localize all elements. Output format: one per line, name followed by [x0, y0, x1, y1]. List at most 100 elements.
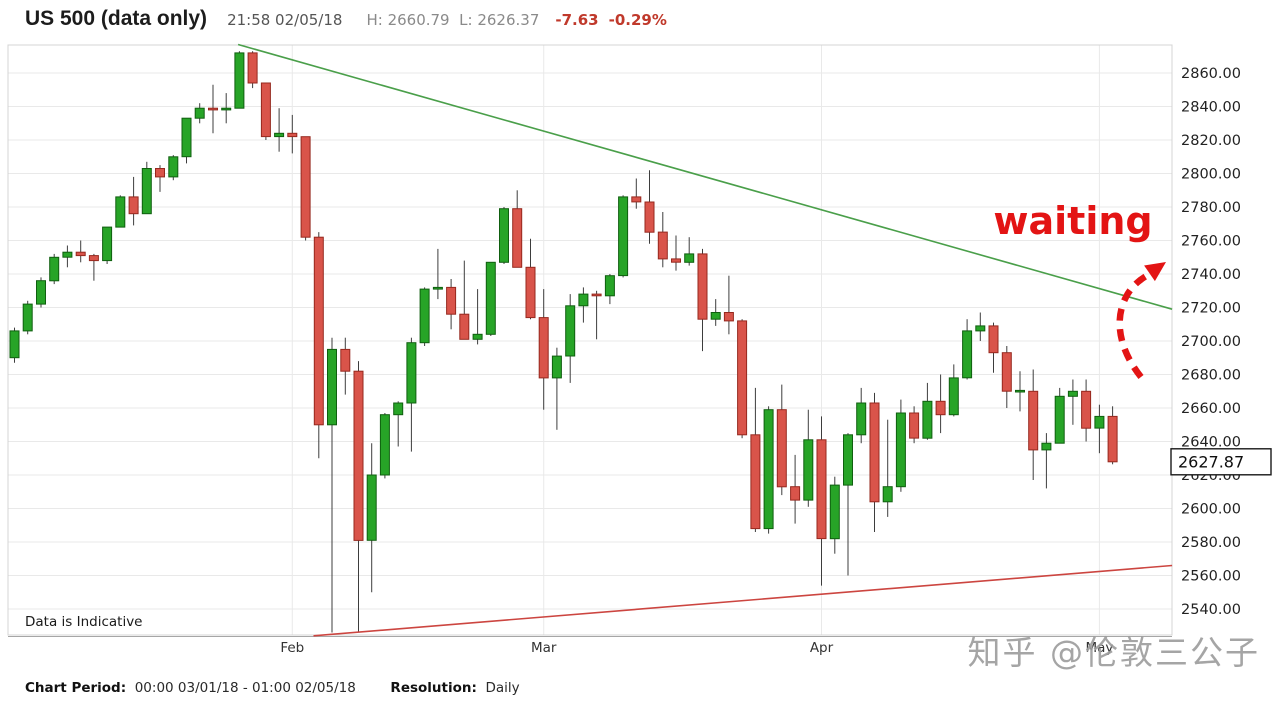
y-axis-tick: 2820.00	[1181, 133, 1241, 149]
candle-body	[737, 320, 748, 436]
change-percent: -0.29%	[608, 11, 667, 29]
x-axis-tick: Mar	[531, 640, 557, 656]
y-axis-tick: 2600.00	[1181, 502, 1241, 518]
y-axis-tick: 2760.00	[1181, 234, 1241, 250]
candle-body	[353, 370, 364, 541]
candle-body	[366, 474, 377, 541]
candle-body	[419, 288, 430, 344]
candle-body	[300, 136, 311, 238]
candle-body	[684, 253, 695, 263]
candle-body	[604, 275, 615, 297]
chart-period-label: Chart Period:	[25, 680, 127, 696]
candle-body	[948, 377, 959, 416]
candle-body	[313, 236, 324, 426]
candles-layer	[9, 51, 1118, 633]
arrow-head	[1144, 262, 1166, 282]
candle-body	[141, 168, 152, 215]
candle-body	[790, 486, 801, 501]
candle-body	[446, 286, 457, 315]
trendline-descending-resistance	[237, 43, 1173, 310]
x-axis-tick: Apr	[810, 640, 834, 656]
indicative-note: Data is Indicative	[25, 614, 143, 630]
candle-body	[499, 208, 509, 263]
y-axis-tick: 2800.00	[1181, 167, 1241, 183]
candle-body	[1081, 390, 1092, 429]
candle-body	[988, 325, 999, 354]
y-axis-tick: 2580.00	[1181, 535, 1241, 551]
candle-body	[36, 280, 46, 305]
candle-body	[221, 107, 232, 111]
candle-body	[776, 409, 787, 488]
candle-body	[578, 293, 589, 307]
waiting-annotation: waiting	[993, 199, 1152, 243]
y-axis-tick: 2540.00	[1181, 602, 1241, 618]
candle-body	[472, 333, 483, 340]
chart-period-value: 00:00 03/01/18 - 01:00 02/05/18	[134, 680, 356, 696]
chart-footer: Chart Period: 00:00 03/01/18 - 01:00 02/…	[25, 680, 520, 696]
y-axis-tick: 2780.00	[1181, 200, 1241, 216]
candle-body	[75, 251, 86, 257]
candle-body	[856, 402, 867, 436]
price-change: -7.63 -0.29%	[555, 11, 677, 29]
candle-body	[485, 261, 496, 335]
candle-body	[379, 414, 390, 476]
x-axis-tick: May	[1085, 640, 1113, 656]
candle-body	[393, 402, 404, 416]
candle-body	[657, 231, 668, 260]
current-price-label: 2627.87	[1178, 452, 1244, 471]
candle-body	[512, 208, 523, 268]
candle-body	[671, 258, 681, 263]
candle-body	[1094, 415, 1105, 429]
resolution-label: Resolution:	[390, 680, 477, 696]
y-axis-tick: 2840.00	[1181, 100, 1241, 116]
candle-body	[340, 348, 351, 372]
candle-body	[1054, 395, 1065, 444]
y-axis-tick: 2720.00	[1181, 301, 1241, 317]
candle-body	[935, 400, 946, 416]
candle-body	[88, 255, 99, 262]
candle-body	[551, 355, 562, 379]
candle-body	[962, 330, 973, 379]
candle-body	[882, 486, 893, 503]
candle-body	[168, 156, 179, 178]
candle-body	[538, 317, 549, 379]
trendline-ascending-support	[313, 564, 1173, 637]
candle-body	[710, 312, 721, 320]
candle-body	[1067, 390, 1078, 397]
instrument-title: US 500 (data only)	[25, 7, 208, 30]
candle-body	[922, 400, 933, 439]
candle-body	[895, 412, 906, 488]
candle-body	[432, 286, 443, 290]
candle-body	[1001, 352, 1012, 392]
candle-body	[975, 325, 986, 332]
candle-body	[1015, 389, 1025, 393]
candle-body	[459, 313, 470, 340]
low-value: 2626.37	[477, 11, 540, 29]
y-axis-tick: 2640.00	[1181, 435, 1241, 451]
y-axis-tick: 2560.00	[1181, 569, 1241, 585]
candle-body	[1041, 442, 1052, 451]
quote-timestamp: 21:58 02/05/18	[227, 11, 343, 29]
y-axis-tick: 2680.00	[1181, 368, 1241, 384]
candle-body	[803, 439, 814, 501]
high-value: 2660.79	[387, 11, 450, 29]
low-label: L:	[459, 11, 473, 29]
x-axis-tick: Feb	[280, 640, 304, 656]
chart-header: US 500 (data only) 21:58 02/05/18 H: 266…	[25, 7, 677, 31]
plot-border	[7, 44, 1173, 636]
candle-body	[644, 201, 655, 233]
candle-body	[208, 107, 218, 111]
resolution-value: Daily	[485, 680, 520, 696]
curved-arrow	[1116, 272, 1150, 380]
session-high-low: H: 2660.79 L: 2626.37	[366, 11, 539, 29]
candle-body	[631, 196, 642, 203]
candle-body	[287, 132, 298, 138]
candle-body	[406, 342, 417, 404]
candle-body	[816, 439, 827, 540]
candle-body	[234, 52, 245, 109]
candle-body	[115, 196, 126, 228]
y-axis-tick: 2660.00	[1181, 401, 1241, 417]
candle-body	[62, 251, 73, 258]
